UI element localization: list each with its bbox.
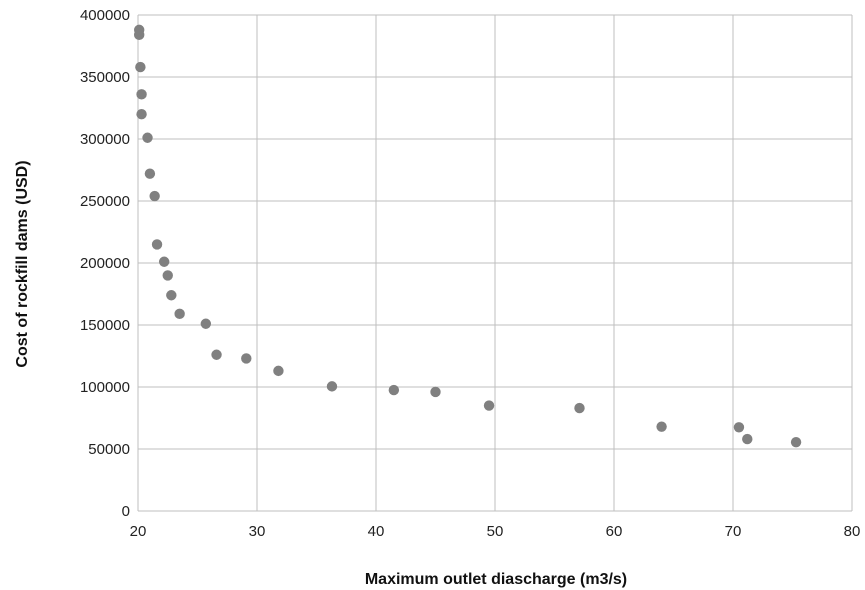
y-tick-label: 200000	[80, 255, 130, 272]
data-point	[273, 365, 284, 377]
data-point	[733, 422, 745, 433]
data-point	[133, 29, 145, 41]
y-tick-label: 0	[122, 503, 130, 520]
data-point	[241, 353, 252, 364]
data-point	[144, 168, 156, 179]
data-point	[174, 308, 185, 320]
y-tick-label: 250000	[80, 193, 130, 210]
y-tick-label: 350000	[80, 69, 130, 86]
data-point	[483, 400, 495, 411]
data-point	[162, 270, 173, 281]
tick-labels: 0 50000 100000 150000 200000 250000 300000 3500…	[80, 7, 860, 540]
data-point	[326, 381, 338, 392]
y-tick-label: 300000	[80, 131, 130, 148]
data-point	[151, 239, 163, 250]
data-point	[742, 433, 753, 445]
data-point	[142, 132, 153, 143]
data-point	[149, 190, 160, 202]
data-point	[136, 89, 147, 100]
y-tick-label: 150000	[80, 317, 130, 334]
y-tick-label: 100000	[80, 379, 130, 396]
data-point	[166, 290, 177, 301]
data-point	[136, 109, 147, 120]
data-point	[135, 61, 146, 73]
y-tick-label: 50000	[88, 441, 130, 458]
data-point	[656, 421, 667, 432]
x-tick-label: 60	[606, 523, 623, 540]
data-point	[211, 349, 222, 360]
y-axis-title: Cost of rockfill dams (USD)	[14, 160, 31, 367]
data-points	[133, 24, 802, 448]
data-point	[574, 402, 585, 414]
grid-lines	[137, 14, 853, 512]
y-tick-label: 400000	[80, 7, 130, 24]
data-point	[790, 436, 802, 448]
x-tick-label: 80	[844, 523, 861, 540]
data-point	[158, 256, 170, 267]
x-tick-label: 70	[725, 523, 742, 540]
x-tick-label: 20	[130, 523, 147, 540]
data-point	[430, 386, 441, 398]
x-tick-label: 30	[249, 523, 266, 540]
x-axis-title: Maximum outlet diascharge (m3/s)	[365, 571, 627, 588]
data-point	[388, 384, 400, 396]
data-point	[200, 318, 212, 329]
x-tick-label: 50	[487, 523, 504, 540]
x-tick-label: 40	[368, 523, 385, 540]
